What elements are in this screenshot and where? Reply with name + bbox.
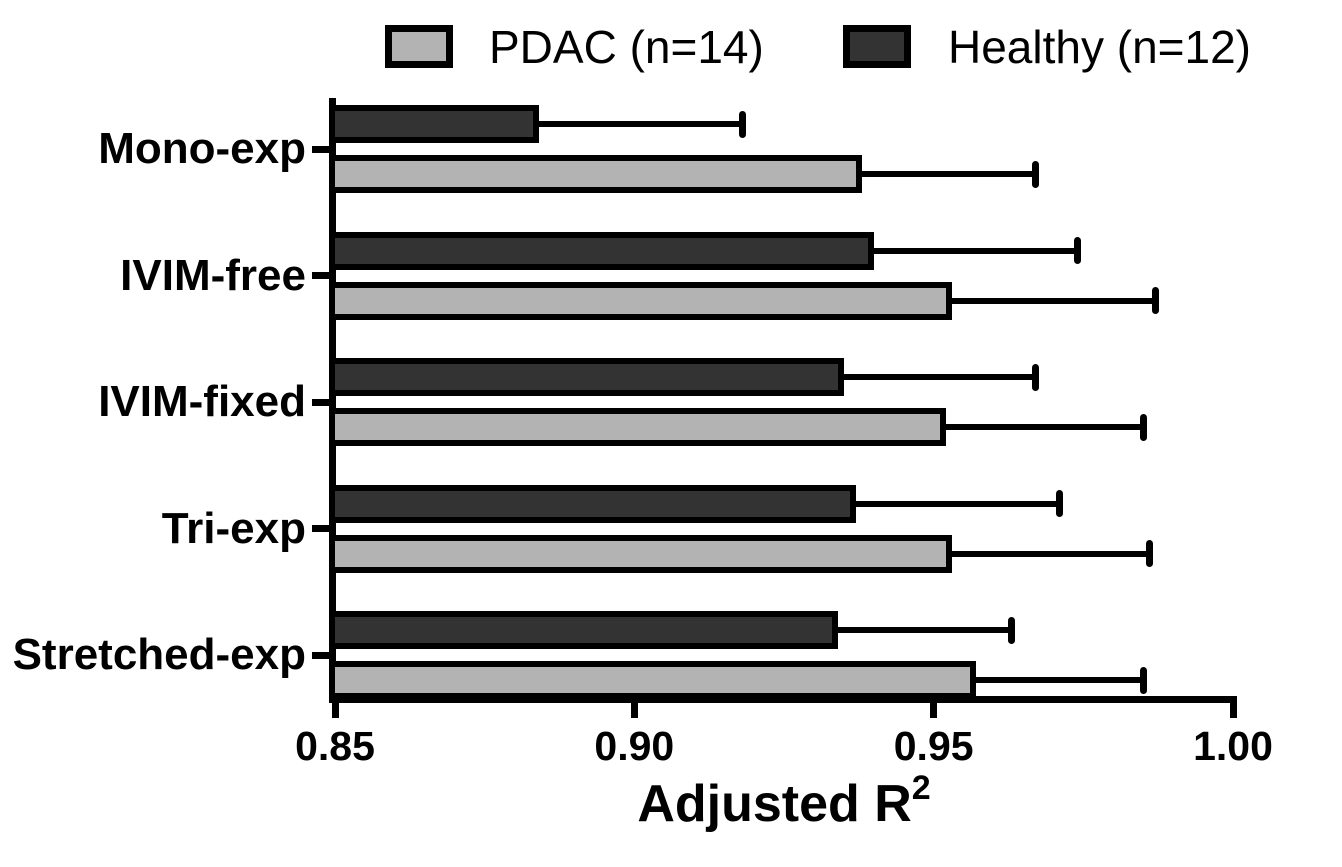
error-bar-cap	[1151, 287, 1159, 314]
legend-swatch-pdac	[385, 25, 453, 68]
category-tick	[312, 145, 329, 153]
category-tick	[312, 525, 329, 532]
error-bar-cap	[1145, 540, 1153, 567]
error-bar-cap	[1139, 666, 1147, 694]
bar-pdac	[329, 281, 952, 320]
category-label: Tri-exp	[161, 503, 306, 553]
x-axis-tick-label: 0.95	[893, 723, 974, 769]
error-bar-line	[833, 627, 1012, 633]
bar-healthy	[329, 611, 838, 649]
category-label: Stretched-exp	[12, 630, 306, 679]
legend-label-healthy: Healthy (n=12)	[948, 21, 1251, 73]
error-bar-cap	[1073, 237, 1081, 264]
bar-healthy	[329, 484, 856, 523]
category-tick	[312, 398, 329, 406]
error-bar-line	[534, 121, 743, 127]
error-bar-cap	[1139, 413, 1147, 441]
bar-pdac	[329, 408, 946, 446]
error-bar-line	[869, 247, 1078, 254]
error-bar-line	[947, 550, 1150, 557]
category-label: Mono-exp	[98, 124, 306, 173]
error-bar-cap	[1031, 160, 1039, 188]
error-bar-cap	[738, 110, 746, 138]
bar-pdac	[329, 155, 862, 193]
category-tick	[312, 651, 329, 659]
x-axis-title: Adjusted R2	[335, 769, 1233, 836]
x-axis-tick-label: 1.00	[1193, 723, 1273, 769]
bar-healthy	[329, 105, 539, 143]
bar-pdac	[329, 661, 976, 699]
category-tick	[312, 272, 329, 279]
x-axis-title-superscript: 2	[911, 769, 931, 807]
x-axis-tick	[630, 703, 638, 718]
x-axis-line	[329, 696, 1237, 703]
error-bar-cap	[1055, 490, 1063, 517]
x-axis-title-base: Adjusted R	[637, 775, 912, 833]
error-bar-line	[851, 500, 1060, 507]
bar-healthy	[329, 231, 874, 270]
x-axis-tick	[930, 703, 938, 718]
error-bar-line	[947, 297, 1156, 304]
bar-pdac	[329, 534, 952, 573]
legend-swatch-healthy	[843, 25, 911, 68]
category-label: IVIM-fixed	[98, 377, 306, 426]
bar-healthy	[329, 358, 844, 396]
error-bar-line	[941, 424, 1144, 430]
x-axis-tick	[331, 703, 339, 718]
y-axis-line	[329, 98, 336, 703]
category-label: IVIM-free	[120, 250, 306, 300]
x-axis-tick-label: 0.90	[594, 723, 675, 769]
error-bar-line	[839, 374, 1036, 380]
x-axis-tick	[1229, 703, 1237, 718]
error-bar-cap	[1007, 616, 1015, 644]
x-axis-tick-label: 0.85	[295, 723, 375, 769]
error-bar-line	[857, 171, 1036, 177]
legend-label-pdac: PDAC (n=14)	[489, 21, 764, 73]
error-bar-cap	[1031, 363, 1039, 391]
error-bar-line	[971, 677, 1144, 683]
